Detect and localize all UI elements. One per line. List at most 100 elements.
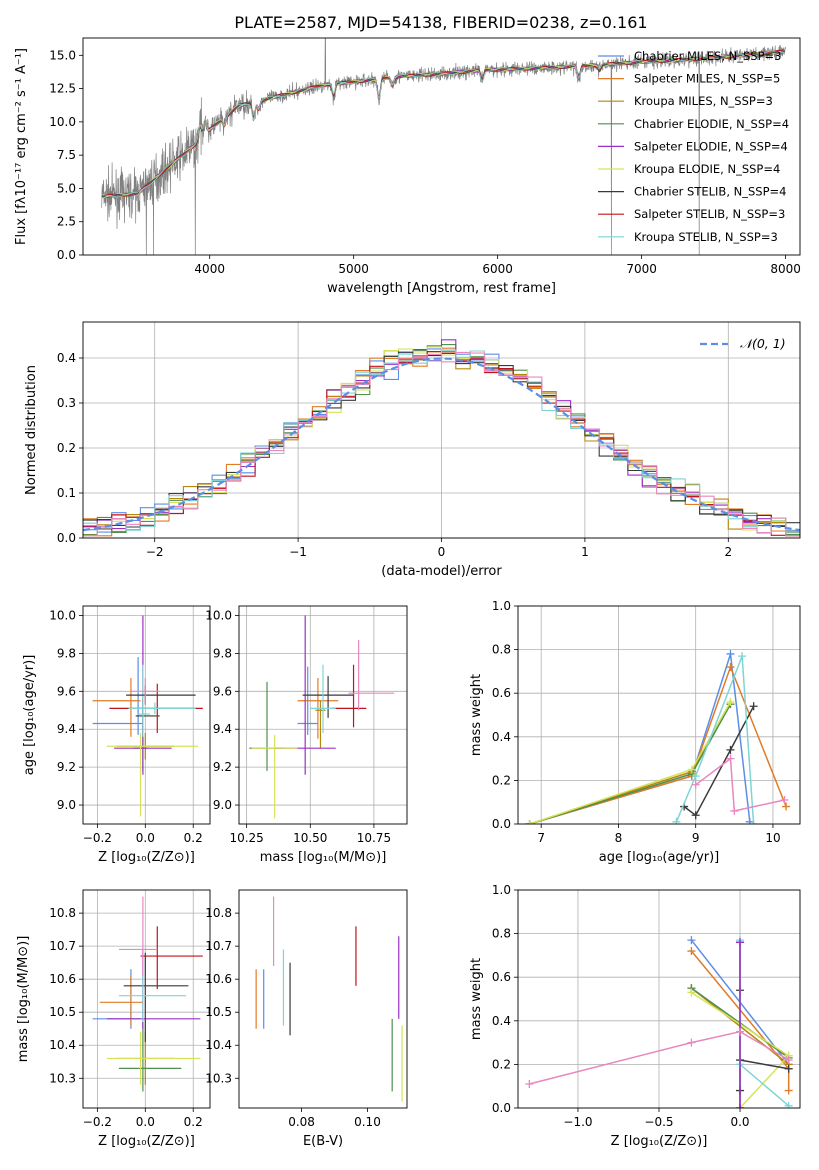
data-point: [348, 640, 395, 711]
weight-series-line: [695, 757, 785, 812]
axes-frame: [517, 605, 801, 825]
weight-marker: [736, 1104, 745, 1108]
weight-marker: [736, 938, 745, 947]
weight-marker: [525, 820, 534, 824]
axes-residuals: −2 −1 0 1 2 0.0 0.1 0.2 0.3 0.4 (data-model)/error…: [24, 322, 800, 579]
weight-series-line: [675, 655, 755, 824]
y-tick-label: 10.7: [205, 939, 232, 953]
axes-age_vs_mass: 10.25 10.50 10.75 9.0 9.2 9.4 9.6 9.8 10.0 mass […: [205, 606, 407, 865]
weight-marker: [691, 772, 700, 781]
y-tick-label: 5.0: [57, 181, 76, 195]
x-tick-label: 8: [615, 831, 623, 845]
weight-marker: [784, 1086, 793, 1095]
x-tick-label: −0.2: [83, 1115, 112, 1129]
data-point: [140, 926, 203, 990]
axes-frame: [238, 605, 408, 825]
axes-frame: [82, 37, 801, 256]
weight-marker: [672, 817, 681, 824]
x-tick-label: −0.2: [83, 831, 112, 845]
weight-marker: [687, 936, 696, 945]
weight-marker: [784, 1101, 793, 1108]
errorbars: [92, 896, 203, 1092]
x-tick-label: 4000: [194, 262, 225, 276]
errorbars: [255, 896, 403, 1102]
y-tick-label: 10.8: [49, 906, 76, 920]
weight-series-line: [529, 653, 751, 824]
weight-marker: [687, 947, 696, 956]
data-point: [118, 969, 187, 1023]
weight-lines: [525, 936, 793, 1108]
y-tick-label: 9.2: [57, 760, 76, 774]
y-tick-label: 0.4: [57, 351, 76, 365]
x-tick-label: 0.0: [136, 831, 155, 845]
data-point: [123, 952, 189, 1042]
weight-marker: [525, 1080, 534, 1089]
y-tick-label: 9.6: [57, 684, 76, 698]
y-tick-label: 0.4: [492, 1014, 511, 1028]
data-point: [135, 698, 160, 737]
y-tick-label: 9.2: [213, 760, 232, 774]
x-axis-label: Z [log₁₀(Z/Z⊙)]: [98, 1134, 195, 1149]
model-line: [101, 50, 785, 197]
data-point: [92, 969, 141, 1029]
data-point: [106, 733, 199, 817]
x-axis-label: age [log₁₀(age/yr)]: [599, 850, 720, 865]
x-tick-label: 2: [724, 545, 732, 559]
y-tick-label: 0.3: [57, 396, 76, 410]
spectrum-lines: [101, 38, 786, 255]
data-point: [130, 678, 160, 705]
data-point: [92, 678, 141, 737]
x-tick-label: 0.10: [354, 1115, 381, 1129]
data-point: [138, 664, 151, 737]
data-point: [92, 657, 143, 735]
x-tick-label: 10.75: [357, 831, 391, 845]
weight-series-line: [683, 705, 755, 817]
data-point: [249, 681, 285, 771]
legend-label: Chabrier ELODIE, N_SSP=4: [634, 117, 789, 131]
y-axis-label: Flux [fλ10⁻¹⁷ erg cm⁻² s⁻¹ A⁻¹]: [14, 48, 29, 245]
figure-title: PLATE=2587, MJD=54138, FIBERID=0238, z=0…: [234, 13, 647, 32]
y-tick-label: 10.5: [205, 1005, 232, 1019]
x-tick-label: −0.5: [644, 1115, 673, 1129]
y-tick-label: 9.0: [57, 798, 76, 812]
x-tick-label: 5000: [338, 262, 369, 276]
weight-marker: [691, 780, 700, 789]
data-point: [106, 949, 201, 1029]
y-tick-label: 10.0: [49, 608, 76, 622]
model-line: [101, 50, 785, 198]
x-tick-label: 0.2: [184, 831, 203, 845]
axes-mass_vs_Z: −0.2 0.0 0.2 10.3 10.4 10.5 10.6 10.7 10.8 Z [log…: [16, 890, 210, 1149]
weight-marker: [749, 702, 758, 711]
weight-marker: [738, 652, 747, 661]
weight-marker: [726, 649, 735, 658]
weight-marker: [687, 988, 696, 997]
axes-age_vs_Z: −0.2 0.0 0.2 9.0 9.2 9.4 9.6 9.8 10.0 Z [log₁₀(Z/…: [22, 606, 210, 865]
data-point: [310, 664, 336, 734]
y-tick-label: 0.2: [492, 1057, 511, 1071]
y-tick-label: 0.0: [57, 531, 76, 545]
axes-mass_vs_ebv: 0.08 0.10 10.3 10.4 10.5 10.6 10.7 10.8 E(B-V): [205, 896, 403, 1149]
axes-frame: [517, 889, 801, 1109]
data-point: [106, 1032, 201, 1085]
x-tick-label: 6000: [482, 262, 513, 276]
y-tick-label: 0.0: [57, 248, 76, 262]
weight-series-line: [739, 1059, 789, 1070]
y-tick-label: 0.2: [492, 773, 511, 787]
errorbars: [249, 615, 395, 819]
weight-marker: [736, 1027, 745, 1036]
legend-label: Salpeter MILES, N_SSP=5: [634, 72, 780, 86]
y-tick-label: 10.5: [49, 1005, 76, 1019]
legend-label: Kroupa ELODIE, N_SSP=4: [634, 162, 780, 176]
y-tick-label: 9.4: [57, 722, 76, 736]
y-tick-label: 0.0: [492, 1101, 511, 1115]
y-axis-label: mass weight: [469, 674, 484, 756]
y-tick-label: 0.4: [492, 730, 511, 744]
x-tick-label: 8000: [770, 262, 801, 276]
y-tick-label: 10.7: [49, 939, 76, 953]
x-tick-label: 10.50: [293, 831, 327, 845]
x-tick-label: 10: [765, 831, 780, 845]
weight-lines: [525, 649, 791, 824]
weight-marker: [784, 1056, 793, 1065]
y-tick-label: 9.8: [213, 646, 232, 660]
y-tick-label: 12.5: [49, 82, 76, 96]
